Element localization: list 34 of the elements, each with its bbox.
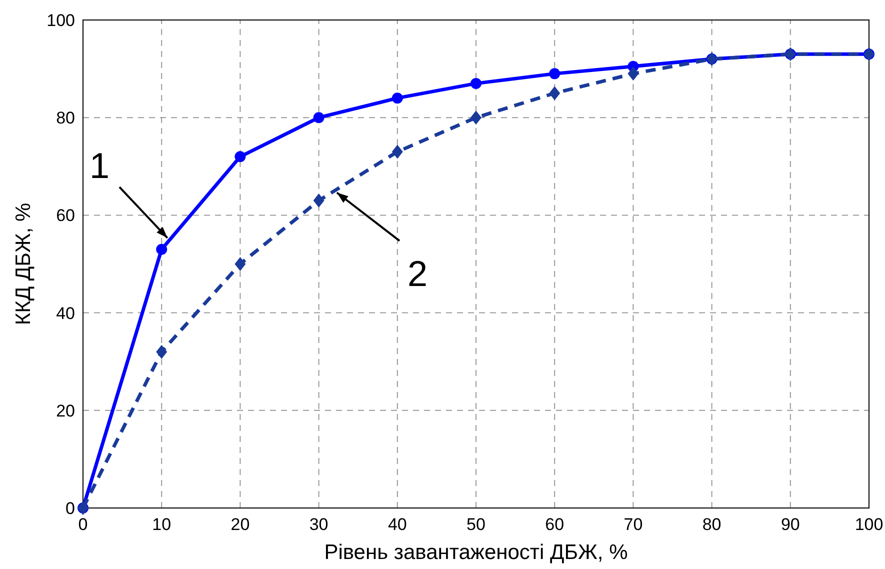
x-tick-label: 90: [780, 515, 800, 534]
point: [628, 66, 639, 81]
x-axis-title: Рівень завантаженості ДБЖ, %: [324, 541, 628, 564]
x-tick-label: 50: [466, 515, 486, 534]
text: 2: [408, 252, 428, 294]
y-tick-label: 100: [46, 11, 75, 30]
point: [392, 92, 403, 104]
point: [156, 244, 168, 255]
x-tick-label: 60: [545, 515, 564, 534]
y-tick-label: 20: [56, 401, 75, 420]
point: [470, 78, 482, 89]
point: [470, 110, 482, 125]
y-tick-label: 60: [56, 206, 75, 226]
y-axis-title: ККД ДБЖ, %: [12, 202, 35, 326]
x-tick-label: 80: [702, 515, 722, 534]
x-tick-label: 70: [624, 515, 643, 534]
y-tick-label: 0: [66, 499, 75, 518]
point: [313, 194, 324, 208]
y-tick-label: 80: [56, 108, 75, 128]
point: [156, 344, 168, 359]
point: [234, 257, 246, 271]
point: [392, 144, 403, 159]
x-tick-label: 20: [230, 515, 250, 534]
x-tick-label: 30: [309, 515, 328, 534]
y-tick-label: 40: [56, 304, 75, 323]
x-tick-label: 10: [152, 515, 172, 534]
point: [549, 86, 560, 100]
text: 1: [89, 145, 110, 186]
x-tick-label: 100: [854, 515, 884, 534]
point: [313, 112, 324, 124]
x-tick-label: 0: [78, 515, 88, 534]
point: [234, 151, 246, 162]
x-tick-label: 40: [388, 515, 407, 534]
point: [549, 68, 560, 80]
